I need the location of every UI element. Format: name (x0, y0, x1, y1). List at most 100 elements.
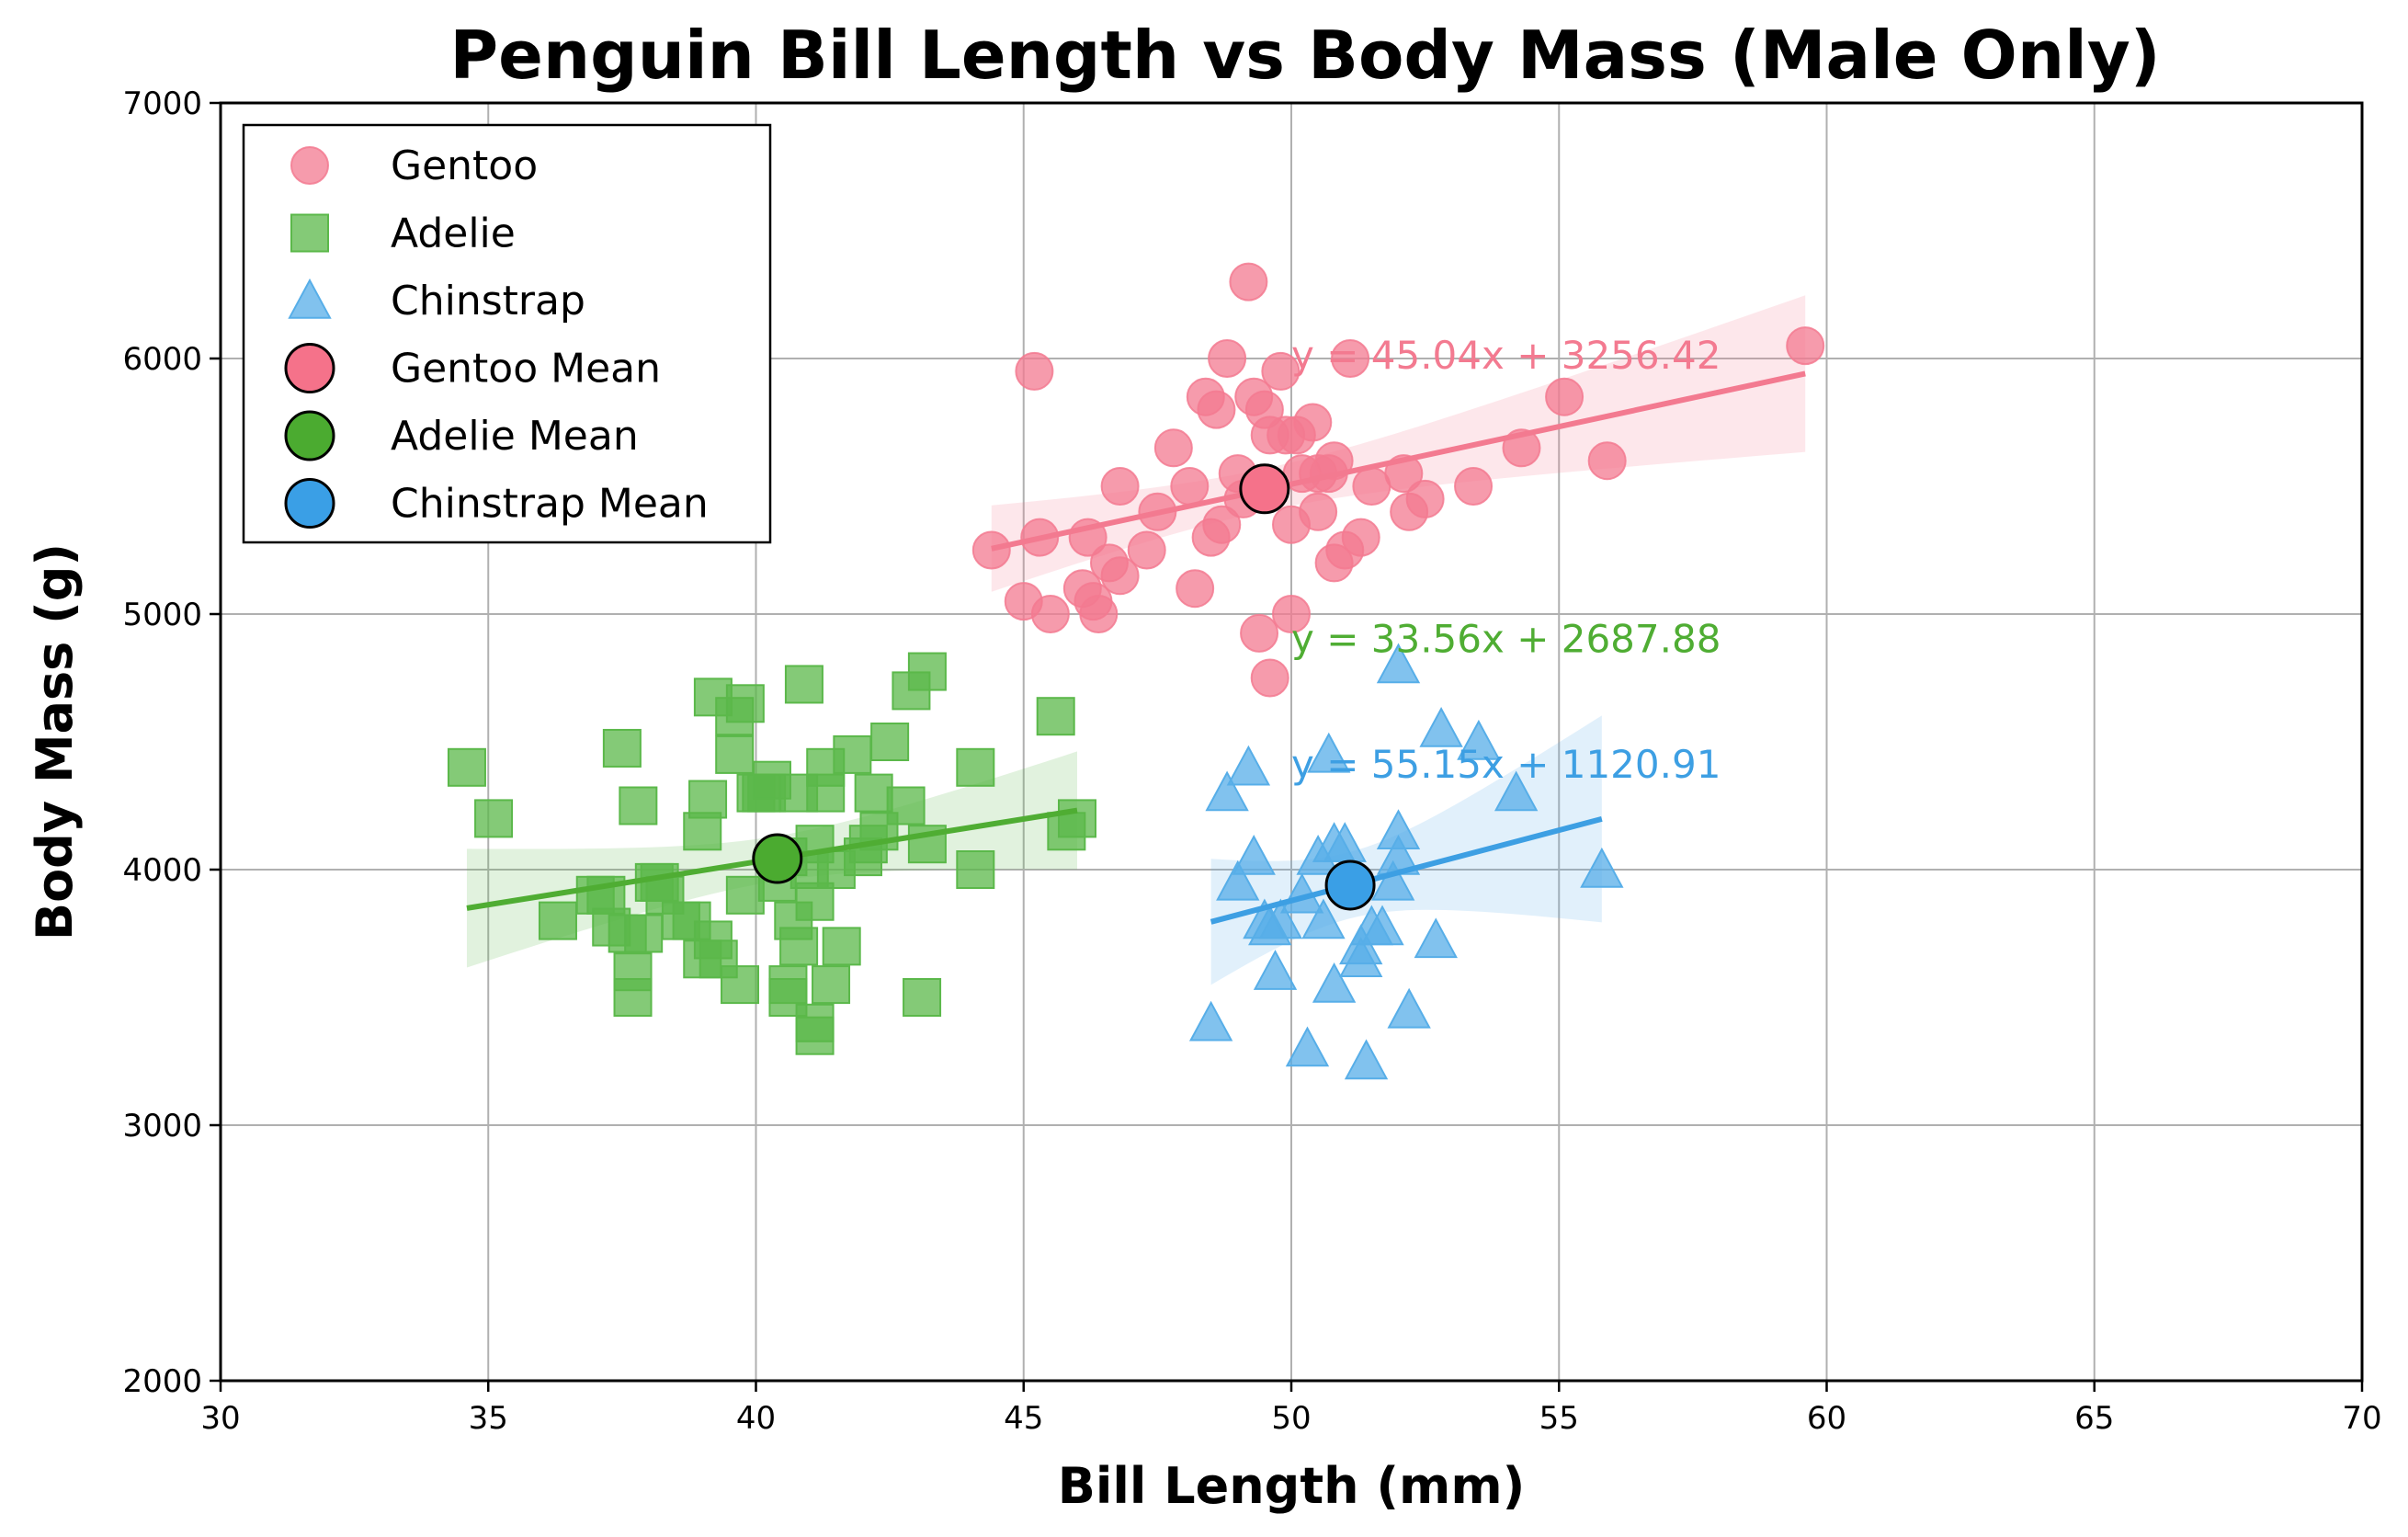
gentoo-point (1153, 428, 1193, 468)
gentoo-point (1197, 390, 1236, 429)
chinstrap-point (1419, 706, 1463, 747)
x-tick-label: 50 (1271, 1400, 1311, 1437)
gentoo-point (1202, 505, 1242, 544)
legend-item-adelie-mean: Adelie Mean (284, 410, 639, 461)
gentoo-point (1100, 556, 1140, 596)
x-tick-label: 40 (736, 1400, 776, 1437)
adelie-point (812, 965, 851, 1005)
chinstrap-point (1494, 770, 1539, 812)
adelie-point (833, 734, 872, 774)
gentoo-point (1272, 595, 1311, 633)
adelie-point (907, 652, 947, 691)
chinstrap-point (1376, 809, 1421, 849)
gentoo-point (1229, 262, 1268, 302)
adelie-point (854, 773, 893, 813)
adelie-point (725, 684, 765, 723)
y-tick-label: 6000 (122, 341, 202, 378)
gentoo-point (1261, 351, 1301, 391)
gentoo-point (1127, 530, 1166, 570)
legend: Gentoo Adelie Chinstrap Gentoo Mean Adelie M… (242, 123, 772, 544)
x-tick-label: 65 (2074, 1400, 2114, 1437)
chinstrap-point (1285, 1026, 1330, 1067)
adelie-point (474, 799, 514, 838)
chinstrap-point (1226, 745, 1271, 786)
chinstrap-mean-marker (1324, 860, 1376, 911)
legend-item-gentoo: Gentoo (290, 142, 538, 189)
gentoo-point (1293, 403, 1333, 442)
y-tick-label: 2000 (122, 1363, 202, 1400)
legend-marker-gentoo (290, 146, 329, 185)
legend-box (242, 123, 772, 544)
gentoo-point (1299, 492, 1338, 531)
chinstrap-point (1312, 962, 1357, 1003)
x-axis-label: Bill Length (mm) (1058, 1457, 1526, 1515)
x-tick-label: 55 (1539, 1400, 1579, 1437)
legend-label-chinstrap-mean: Chinstrap Mean (391, 481, 709, 528)
gentoo-point (1454, 467, 1494, 506)
data-points (447, 262, 1825, 1080)
adelie-point (870, 723, 910, 761)
chinstrap-point (1188, 1000, 1233, 1042)
gentoo-point (971, 530, 1011, 570)
chinstrap-point (1414, 917, 1458, 959)
chinstrap-point (1253, 950, 1298, 990)
chinstrap-point (1232, 834, 1276, 875)
adelie-point (1036, 697, 1075, 736)
mean-markers (752, 463, 1376, 911)
adelie-point (795, 882, 835, 921)
adelie-point (779, 927, 819, 966)
y-tick-label: 5000 (122, 597, 202, 633)
adelie-point (683, 812, 722, 851)
chinstrap-point (1457, 719, 1501, 760)
legend-label-gentoo: Gentoo (391, 142, 538, 189)
adelie-point (619, 786, 658, 825)
gentoo-point (1100, 467, 1140, 506)
adelie-point (795, 1003, 835, 1042)
chinstrap-point (1258, 898, 1303, 939)
adelie-point (956, 850, 995, 889)
legend-label-gentoo-mean: Gentoo Mean (391, 346, 661, 393)
y-tick-label: 7000 (122, 85, 202, 122)
adelie-equation: y = 33.56x + 2687.88 (1291, 617, 1721, 662)
gentoo-point (1341, 518, 1380, 557)
gentoo-point (1208, 339, 1247, 378)
legend-label-chinstrap: Chinstrap (391, 278, 585, 324)
chinstrap-point (1216, 860, 1260, 901)
gentoo-point (1405, 479, 1445, 518)
chinstrap-point (1387, 987, 1431, 1029)
gentoo-point (1015, 351, 1054, 391)
adelie-point (624, 914, 664, 953)
gentoo-point (1176, 569, 1215, 609)
gentoo-mean-marker (1239, 463, 1290, 515)
gentoo-point (1030, 595, 1070, 633)
gentoo-point (1587, 441, 1627, 481)
adelie-point (602, 728, 642, 768)
y-tick-label: 3000 (122, 1108, 202, 1144)
legend-marker-chinstrap-mean (284, 478, 335, 529)
adelie-point (956, 747, 995, 787)
legend-item-chinstrap-mean: Chinstrap Mean (284, 478, 709, 529)
adelie-mean-marker (752, 833, 803, 884)
adelie-point (822, 927, 861, 966)
chinstrap-point (1370, 860, 1415, 901)
adelie-point (699, 939, 738, 979)
x-tick-label: 30 (200, 1400, 240, 1437)
regression-equations: y = 45.04x + 3256.42 y = 33.56x + 2687.88… (1291, 333, 1721, 787)
chinstrap-point (1307, 732, 1351, 773)
x-tick-label: 35 (469, 1400, 508, 1437)
chinstrap-point (1301, 898, 1346, 939)
gentoo-point (1331, 339, 1370, 378)
chinstrap-point (1205, 770, 1249, 812)
gentoo-point (1786, 326, 1825, 366)
x-tick-label: 70 (2342, 1400, 2381, 1437)
chinstrap-fit-line (1210, 815, 1603, 925)
chart-title: Penguin Bill Length vs Body Mass (Male O… (449, 17, 2160, 94)
gentoo-point (1170, 467, 1210, 506)
legend-marker-gentoo-mean (284, 343, 335, 393)
y-axis-label: Body Mass (g) (26, 543, 84, 940)
legend-item-adelie: Adelie (290, 211, 516, 257)
adelie-point (886, 786, 926, 825)
adelie-point (725, 875, 765, 915)
x-tick-label: 45 (1004, 1400, 1043, 1437)
